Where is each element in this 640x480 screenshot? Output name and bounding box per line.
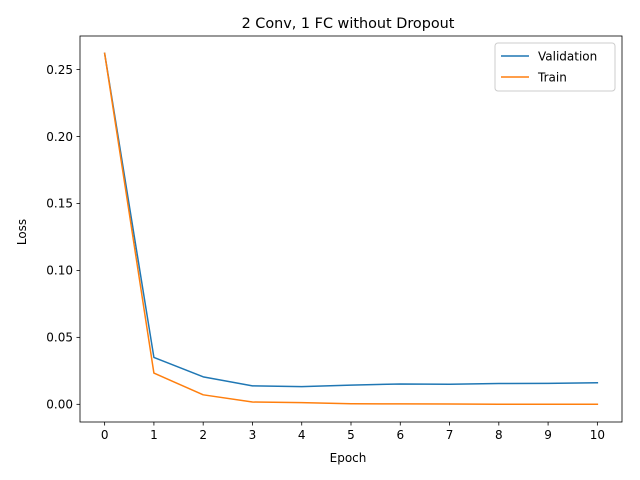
y-tick-label: 0.25 [46,63,73,77]
series-line-validation [103,52,599,388]
y-axis-title: Loss [15,219,29,245]
x-tick-label: 9 [544,428,552,442]
x-tick-label: 10 [590,428,605,442]
chart-title: 2 Conv, 1 FC without Dropout [242,16,455,32]
x-tick-label: 3 [249,428,257,442]
x-tick-label: 7 [446,428,454,442]
x-tick-label: 2 [199,428,207,442]
plot-area: 0 1 2 3 4 5 6 7 8 9 10 0.00 0.05 0.10 0.15 0.20 0.25 [46,35,623,442]
y-tick-label: 0.00 [46,398,73,412]
y-tick-label: 0.05 [46,331,73,345]
x-tick-label: 6 [396,428,404,442]
legend-label-validation: Validation [538,50,597,64]
legend-label-train: Train [537,71,567,85]
x-tick-label: 0 [101,428,109,442]
y-tick-label: 0.15 [46,197,73,211]
x-axis-title: Epoch [330,451,367,465]
x-tick-label: 8 [495,428,503,442]
x-tick-label: 1 [150,428,158,442]
legend-box [494,42,616,92]
x-tick-label: 4 [298,428,306,442]
legend: Validation Train [494,42,616,92]
y-tick-label: 0.20 [46,130,73,144]
x-tick-label: 5 [347,428,355,442]
y-tick-label: 0.10 [46,264,73,278]
series-line-train [103,52,599,405]
